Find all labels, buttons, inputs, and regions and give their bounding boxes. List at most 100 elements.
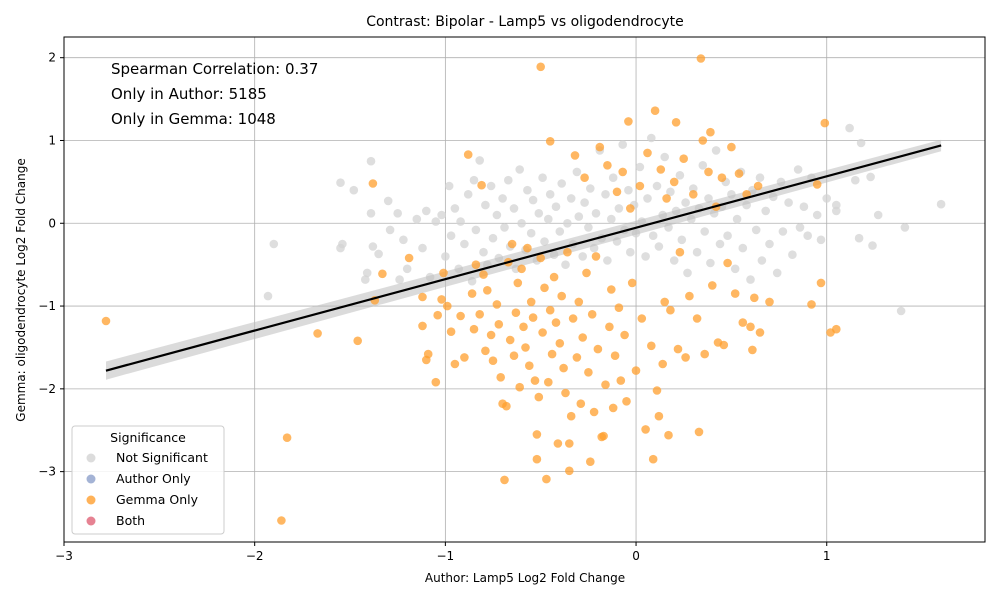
point-gemma-only bbox=[517, 264, 526, 274]
point-not-significant bbox=[412, 214, 422, 224]
x-axis-label: Author: Lamp5 Log2 Fold Change bbox=[425, 571, 625, 585]
point-gemma-only bbox=[494, 320, 504, 329]
point-gemma-only bbox=[584, 368, 593, 377]
legend: Significance Not Significant Author Only… bbox=[71, 425, 225, 535]
point-not-significant bbox=[608, 173, 618, 182]
point-not-significant bbox=[523, 185, 532, 195]
point-gemma-only bbox=[549, 272, 559, 282]
point-gemma-only bbox=[580, 173, 589, 182]
point-not-significant bbox=[509, 204, 519, 213]
point-gemma-only bbox=[479, 270, 488, 279]
point-not-significant bbox=[856, 138, 866, 148]
point-gemma-only bbox=[555, 339, 565, 348]
point-gemma-only bbox=[692, 314, 702, 323]
point-not-significant bbox=[555, 227, 565, 236]
point-gemma-only bbox=[519, 322, 528, 332]
point-not-significant bbox=[755, 173, 765, 182]
point-gemma-only bbox=[496, 373, 506, 382]
point-not-significant bbox=[624, 185, 633, 195]
point-gemma-only bbox=[481, 346, 490, 356]
y-axis-label: Gemma: oligodendrocyte Log2 Fold Change bbox=[14, 158, 28, 421]
point-gemma-only bbox=[545, 305, 555, 315]
point-gemma-only bbox=[404, 253, 414, 263]
point-not-significant bbox=[586, 184, 595, 193]
point-not-significant bbox=[393, 209, 403, 218]
point-gemma-only bbox=[807, 300, 816, 309]
point-not-significant bbox=[614, 204, 624, 213]
point-gemma-only bbox=[563, 247, 572, 257]
point-not-significant bbox=[431, 217, 441, 226]
point-gemma-only bbox=[437, 295, 446, 304]
point-gemma-only bbox=[719, 340, 729, 350]
point-not-significant bbox=[269, 239, 279, 249]
point-gemma-only bbox=[530, 376, 540, 385]
point-gemma-only bbox=[545, 137, 555, 146]
point-gemma-only bbox=[477, 180, 486, 190]
point-not-significant bbox=[450, 204, 460, 213]
point-gemma-only bbox=[418, 321, 427, 331]
point-not-significant bbox=[492, 210, 502, 220]
spearman-annotation: Spearman Correlation: 0.37 bbox=[111, 60, 318, 78]
point-not-significant bbox=[563, 219, 572, 228]
point-gemma-only bbox=[750, 293, 759, 303]
point-gemma-only bbox=[647, 341, 656, 351]
point-gemma-only bbox=[282, 433, 292, 443]
legend-label-gemma-only: Gemma Only bbox=[116, 492, 199, 507]
point-gemma-only bbox=[765, 297, 774, 307]
point-gemma-only bbox=[593, 344, 603, 354]
point-gemma-only bbox=[502, 401, 511, 411]
point-not-significant bbox=[793, 165, 803, 174]
point-not-significant bbox=[812, 210, 822, 220]
point-gemma-only bbox=[557, 291, 566, 301]
point-gemma-only bbox=[816, 278, 826, 288]
point-gemma-only bbox=[605, 322, 614, 332]
y-axis-ticks: −3 −2 −1 0 1 2 bbox=[38, 51, 64, 479]
point-not-significant bbox=[873, 210, 883, 220]
point-not-significant bbox=[618, 140, 627, 149]
regression-confidence-band bbox=[106, 139, 942, 380]
point-not-significant bbox=[900, 223, 910, 232]
y-tick-label: 1 bbox=[48, 133, 56, 147]
point-not-significant bbox=[788, 250, 797, 259]
legend-box bbox=[71, 425, 225, 535]
plot-frame bbox=[63, 36, 986, 543]
point-gemma-only bbox=[643, 148, 652, 158]
point-not-significant bbox=[832, 200, 841, 210]
x-tick-label: −2 bbox=[246, 549, 264, 563]
point-not-significant bbox=[746, 275, 755, 284]
point-gemma-only bbox=[587, 310, 597, 319]
point-gemma-only bbox=[679, 154, 688, 163]
point-gemma-only bbox=[624, 117, 633, 126]
point-gemma-only bbox=[505, 335, 515, 345]
point-gemma-only bbox=[612, 187, 622, 197]
point-not-significant bbox=[441, 252, 450, 261]
point-gemma-only bbox=[675, 247, 685, 257]
point-not-significant bbox=[772, 268, 782, 278]
point-not-significant bbox=[463, 190, 473, 199]
point-not-significant bbox=[402, 264, 412, 274]
point-not-significant bbox=[456, 217, 465, 226]
point-gemma-only bbox=[662, 194, 671, 203]
chart-title: Contrast: Bipolar - Lamp5 vs oligodendro… bbox=[366, 14, 684, 30]
legend-marker-gemma-only bbox=[86, 495, 96, 505]
legend-label-author-only: Author Only bbox=[116, 471, 191, 486]
point-gemma-only bbox=[723, 258, 732, 268]
point-gemma-only bbox=[544, 377, 553, 387]
point-gemma-only bbox=[542, 474, 551, 484]
point-gemma-only bbox=[589, 407, 599, 417]
point-not-significant bbox=[669, 256, 679, 265]
point-gemma-only bbox=[565, 439, 574, 448]
point-not-significant bbox=[500, 223, 509, 232]
point-not-significant bbox=[545, 190, 555, 199]
point-not-significant bbox=[366, 156, 376, 166]
x-tick-label: −1 bbox=[437, 549, 455, 563]
point-gemma-only bbox=[101, 316, 111, 326]
point-gemma-only bbox=[547, 349, 557, 359]
point-gemma-only bbox=[483, 286, 492, 295]
point-gemma-only bbox=[635, 181, 645, 191]
legend-title: Significance bbox=[110, 430, 186, 445]
gemma-only-annotation: Only in Gemma: 1048 bbox=[111, 110, 276, 128]
point-not-significant bbox=[374, 249, 383, 259]
point-gemma-only bbox=[471, 260, 481, 270]
